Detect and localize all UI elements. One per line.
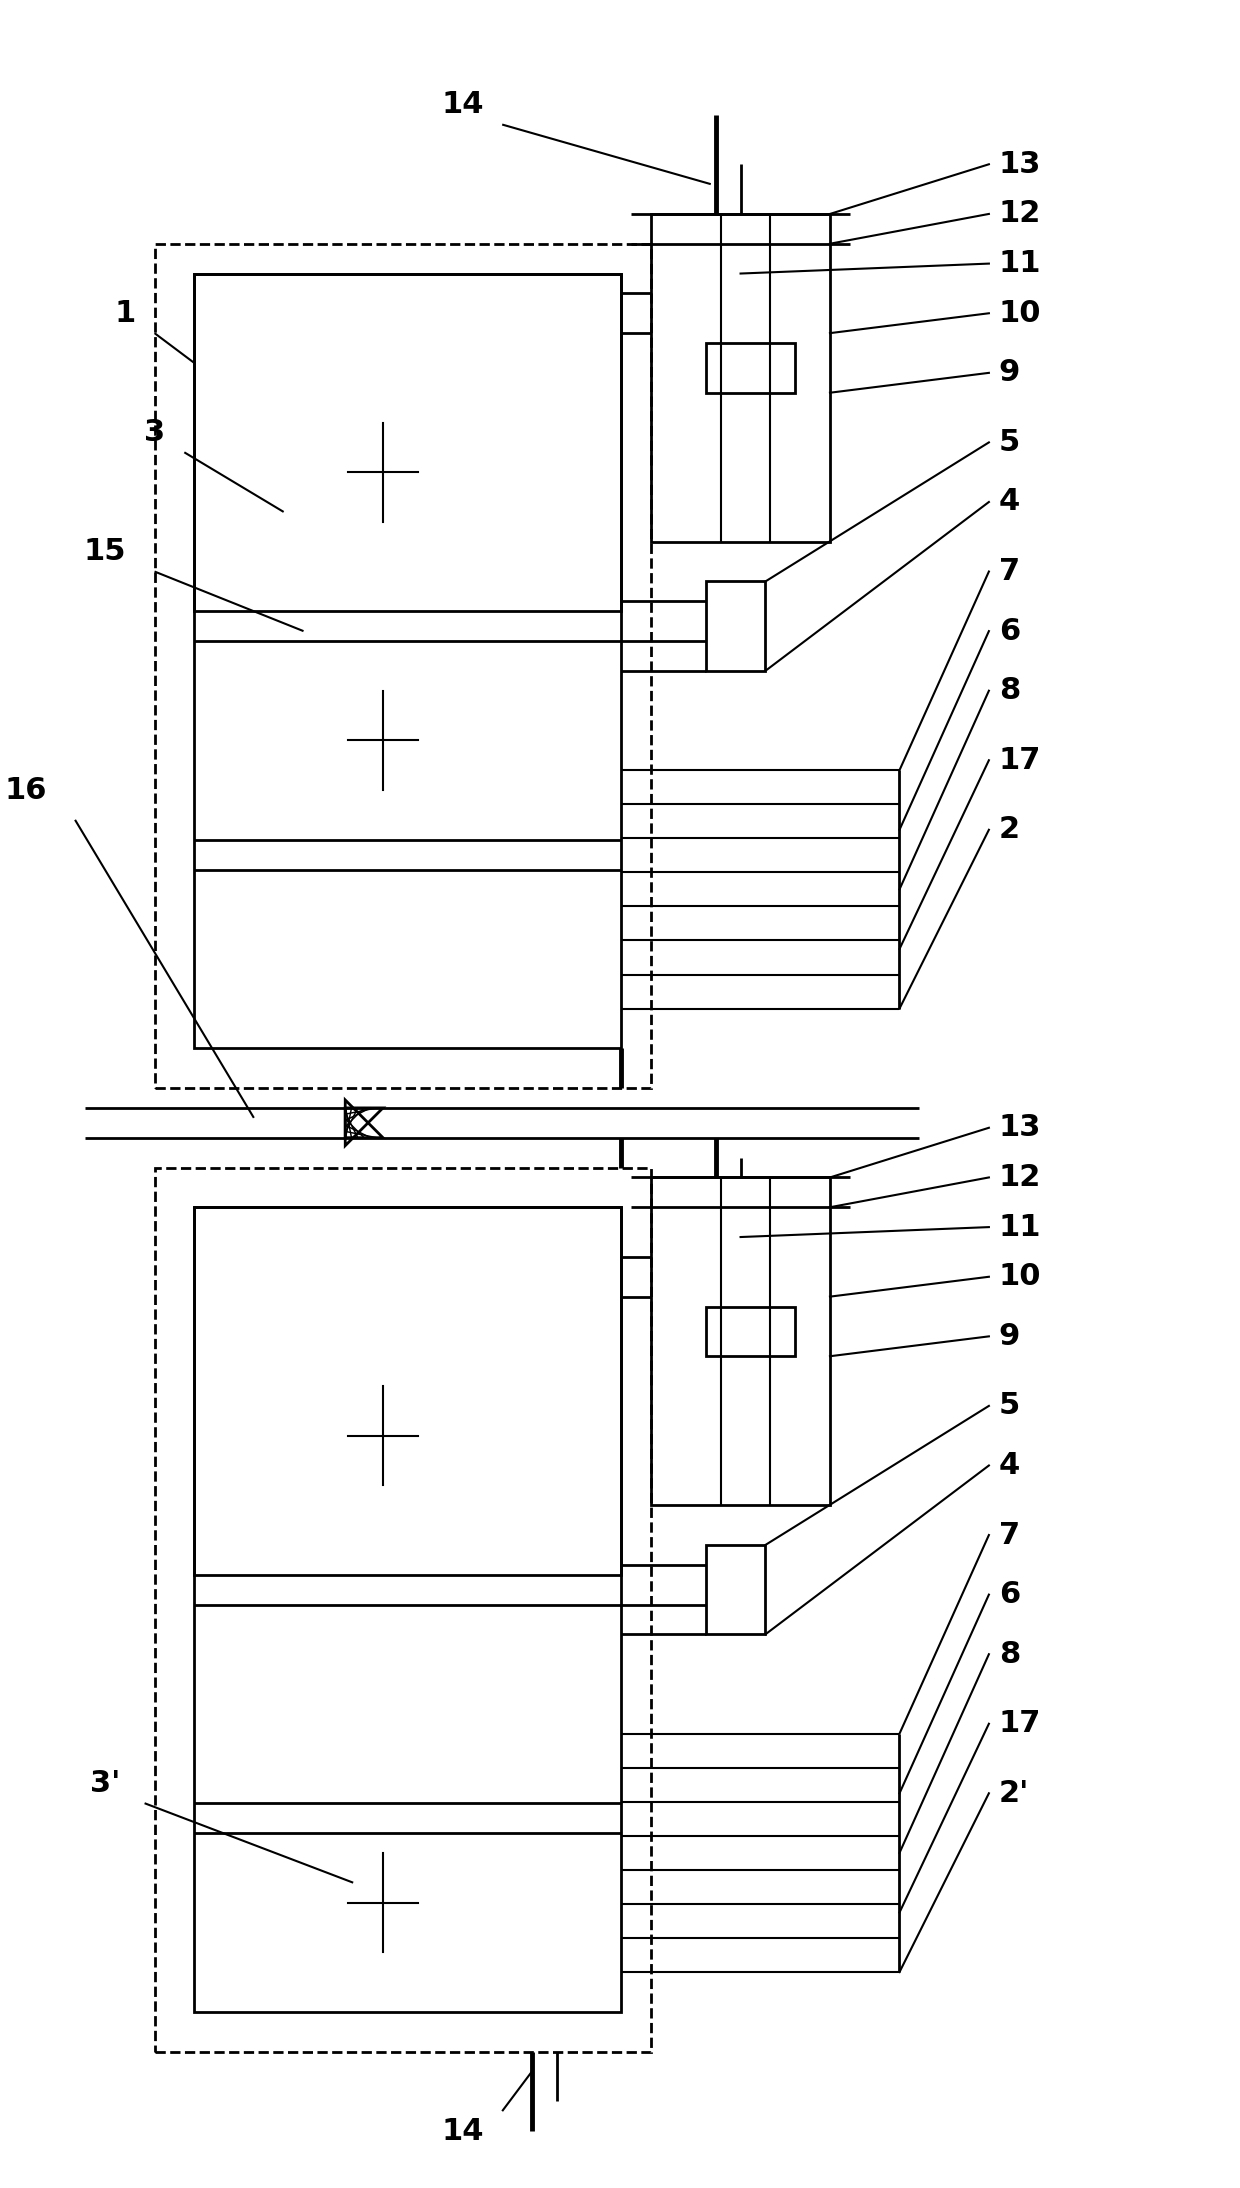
Text: 7: 7 [999, 558, 1021, 586]
Text: 14: 14 [441, 2116, 484, 2146]
Bar [195, 1208, 621, 1575]
Bar [195, 1208, 621, 2011]
Text: 6: 6 [999, 1580, 1021, 1608]
Text: 2': 2' [999, 1779, 1029, 1807]
Bar [195, 274, 621, 1048]
Text: 5: 5 [999, 1392, 1021, 1420]
Text: 10: 10 [999, 300, 1042, 328]
Text: 12: 12 [999, 1164, 1042, 1192]
Text: 3': 3' [89, 1768, 120, 1799]
Bar [706, 1306, 795, 1357]
Text: 8: 8 [999, 1639, 1021, 1669]
Bar [651, 214, 830, 543]
Bar [651, 1177, 830, 1505]
Text: 17: 17 [999, 1709, 1042, 1737]
Bar [155, 1168, 651, 2052]
Text: 8: 8 [999, 676, 1021, 705]
Bar [195, 274, 621, 610]
Text: 2: 2 [999, 816, 1021, 845]
Text: 9: 9 [999, 1322, 1021, 1350]
Text: 5: 5 [999, 429, 1021, 457]
Bar [706, 582, 765, 672]
Text: 4: 4 [999, 488, 1021, 516]
Text: 17: 17 [999, 746, 1042, 775]
Text: 13: 13 [999, 1114, 1042, 1142]
Text: 3: 3 [144, 418, 165, 446]
Bar [706, 1545, 765, 1634]
Text: 6: 6 [999, 617, 1021, 645]
Bar [155, 243, 651, 1087]
Text: 13: 13 [999, 149, 1042, 179]
Text: 4: 4 [999, 1451, 1021, 1479]
Text: 1: 1 [114, 300, 135, 328]
Bar [706, 344, 795, 392]
Text: 11: 11 [999, 249, 1042, 278]
Text: 10: 10 [999, 1262, 1042, 1291]
Text: 9: 9 [999, 359, 1021, 387]
Text: 7: 7 [999, 1521, 1021, 1549]
Text: 11: 11 [999, 1212, 1042, 1241]
Text: 16: 16 [4, 775, 47, 805]
Text: 12: 12 [999, 199, 1042, 228]
Text: 15: 15 [83, 538, 126, 567]
Text: 14: 14 [441, 90, 484, 118]
